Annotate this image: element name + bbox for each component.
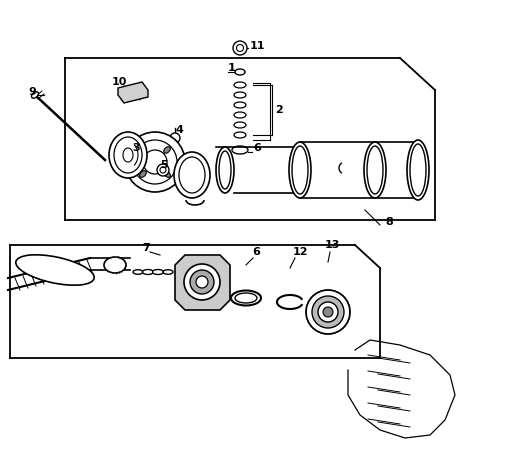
Text: 4: 4 (175, 125, 183, 135)
Text: 2: 2 (275, 105, 283, 115)
Text: 6: 6 (253, 143, 261, 153)
Ellipse shape (364, 142, 386, 198)
Text: 1: 1 (228, 63, 236, 73)
Circle shape (233, 41, 247, 55)
Ellipse shape (179, 157, 205, 193)
Circle shape (236, 45, 244, 51)
Ellipse shape (164, 171, 170, 177)
Polygon shape (118, 82, 148, 103)
Circle shape (312, 296, 344, 328)
Circle shape (190, 270, 214, 294)
Text: 5: 5 (160, 160, 168, 170)
Circle shape (306, 290, 350, 334)
Ellipse shape (234, 82, 246, 88)
Ellipse shape (142, 269, 153, 275)
Ellipse shape (104, 257, 126, 273)
Polygon shape (175, 255, 230, 310)
Text: 13: 13 (325, 240, 340, 250)
Ellipse shape (234, 102, 246, 108)
Circle shape (133, 140, 177, 184)
Ellipse shape (407, 140, 429, 200)
Ellipse shape (114, 137, 142, 173)
Ellipse shape (289, 142, 311, 198)
Ellipse shape (31, 92, 39, 98)
Circle shape (157, 164, 169, 176)
Ellipse shape (234, 112, 246, 118)
Ellipse shape (216, 147, 234, 193)
Ellipse shape (292, 146, 308, 194)
Circle shape (160, 167, 166, 173)
Ellipse shape (109, 132, 147, 178)
Ellipse shape (133, 270, 143, 274)
Circle shape (143, 150, 167, 174)
Ellipse shape (234, 92, 246, 98)
Ellipse shape (231, 291, 261, 305)
Ellipse shape (16, 255, 94, 285)
Circle shape (170, 133, 180, 143)
Text: 10: 10 (112, 77, 128, 87)
Circle shape (196, 276, 208, 288)
Ellipse shape (153, 269, 164, 275)
Circle shape (184, 264, 220, 300)
Text: 6: 6 (252, 247, 260, 257)
Text: 11: 11 (250, 41, 266, 51)
Ellipse shape (410, 144, 426, 196)
Text: 3: 3 (132, 143, 140, 153)
Text: 8: 8 (385, 217, 393, 227)
Ellipse shape (140, 171, 146, 177)
Ellipse shape (174, 152, 210, 198)
Ellipse shape (163, 270, 173, 274)
Ellipse shape (140, 147, 146, 153)
Circle shape (323, 307, 333, 317)
Ellipse shape (235, 293, 257, 303)
Ellipse shape (235, 69, 245, 75)
Text: 7: 7 (142, 243, 150, 253)
Ellipse shape (219, 151, 231, 189)
Text: 9: 9 (28, 87, 36, 97)
Text: 12: 12 (293, 247, 309, 257)
Circle shape (125, 132, 185, 192)
Ellipse shape (367, 146, 383, 194)
Circle shape (318, 302, 338, 322)
Ellipse shape (234, 122, 246, 128)
Ellipse shape (164, 147, 170, 153)
Ellipse shape (234, 132, 246, 138)
